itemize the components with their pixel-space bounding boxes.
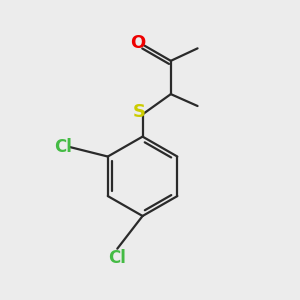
Text: S: S bbox=[133, 103, 146, 121]
Text: O: O bbox=[130, 34, 145, 52]
Text: Cl: Cl bbox=[54, 138, 72, 156]
Text: Cl: Cl bbox=[108, 249, 126, 267]
